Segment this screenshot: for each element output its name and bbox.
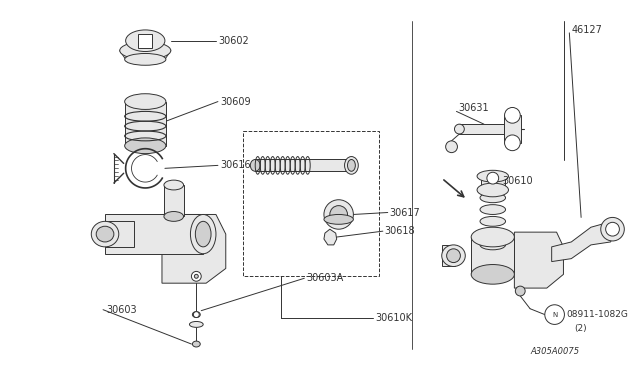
Ellipse shape [480,228,506,238]
Bar [471,237,515,274]
Circle shape [545,305,564,324]
Text: 46127: 46127 [572,25,602,35]
Text: 30603: 30603 [106,305,136,315]
Polygon shape [515,232,563,288]
Bar [255,160,351,171]
Ellipse shape [96,226,114,242]
Ellipse shape [447,249,460,263]
Text: N: N [552,312,557,318]
Ellipse shape [480,205,506,215]
Ellipse shape [471,264,515,284]
Bar [481,176,504,190]
Text: (2): (2) [574,324,587,333]
Ellipse shape [348,160,355,171]
Circle shape [487,172,499,184]
Polygon shape [324,229,337,245]
Circle shape [601,217,624,241]
Ellipse shape [454,124,464,134]
Bar [125,102,166,146]
Ellipse shape [193,341,200,347]
Circle shape [193,312,199,318]
Circle shape [445,141,458,153]
Text: 08911-1082G: 08911-1082G [566,310,628,319]
Bar [164,185,184,217]
Bar [138,34,152,48]
Polygon shape [162,215,226,283]
Ellipse shape [480,193,506,203]
Text: 30610: 30610 [502,176,533,186]
Ellipse shape [125,138,166,154]
Ellipse shape [125,30,165,51]
Ellipse shape [125,94,166,109]
Ellipse shape [195,221,211,247]
Text: 30618: 30618 [385,226,415,236]
Ellipse shape [191,215,216,254]
Bar [105,215,203,254]
Circle shape [195,274,198,278]
Bar [442,245,456,266]
Ellipse shape [324,200,353,229]
Text: 30610K: 30610K [375,312,412,323]
Bar [460,124,504,134]
Text: 30603A: 30603A [307,273,344,283]
Circle shape [504,135,520,151]
Ellipse shape [442,245,465,266]
Text: 30617: 30617 [390,208,420,218]
Ellipse shape [189,321,203,327]
Ellipse shape [480,240,506,250]
Ellipse shape [193,312,200,318]
Circle shape [515,286,525,296]
Ellipse shape [120,42,171,60]
Ellipse shape [477,183,508,197]
Ellipse shape [164,212,184,221]
Ellipse shape [125,54,166,65]
Text: 30616: 30616 [220,160,250,170]
Text: 30609: 30609 [220,97,250,107]
Circle shape [605,222,620,236]
Text: A305A0075: A305A0075 [530,347,579,356]
Bar [504,115,521,143]
Bar [243,131,379,276]
Circle shape [504,108,520,123]
Ellipse shape [471,227,515,247]
Circle shape [191,272,201,281]
Ellipse shape [164,180,184,190]
Ellipse shape [344,157,358,174]
Ellipse shape [477,170,508,182]
Ellipse shape [250,160,260,171]
Ellipse shape [330,206,348,223]
Ellipse shape [324,215,353,224]
Text: 30602: 30602 [218,36,249,46]
Text: 30631: 30631 [458,103,489,113]
Ellipse shape [480,217,506,226]
Bar [105,221,134,247]
Polygon shape [552,222,616,262]
Ellipse shape [92,221,119,247]
